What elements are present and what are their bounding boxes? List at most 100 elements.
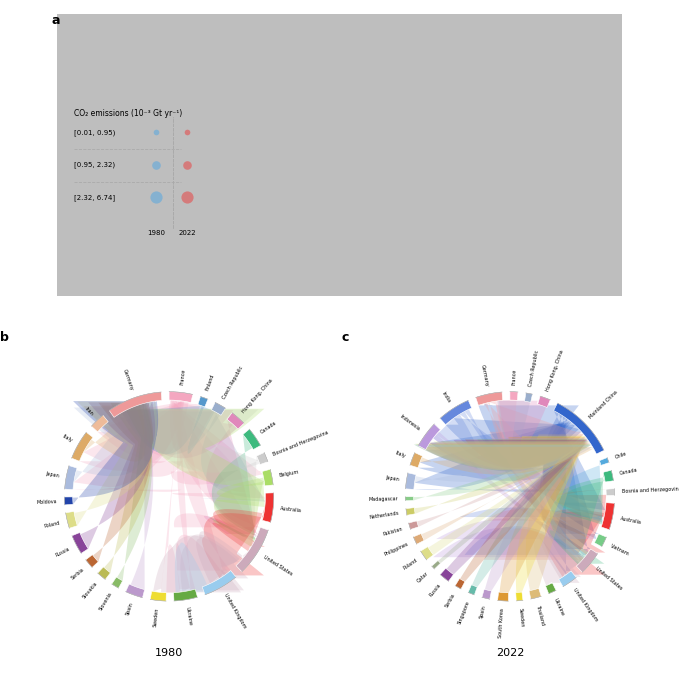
Polygon shape [476,392,502,406]
Polygon shape [422,443,590,540]
Text: Germany: Germany [122,369,134,392]
Polygon shape [104,403,153,573]
Text: Philippines: Philippines [384,541,409,557]
Text: Australia: Australia [619,516,642,525]
Polygon shape [187,406,215,453]
Text: Germany: Germany [480,364,490,387]
Polygon shape [122,406,204,454]
Polygon shape [526,434,585,590]
Polygon shape [510,392,518,400]
Text: Poland: Poland [43,520,60,529]
Polygon shape [426,422,575,471]
Polygon shape [112,577,123,588]
Polygon shape [440,400,472,425]
Text: Russia: Russia [428,582,441,597]
Polygon shape [445,418,579,462]
Text: 2022: 2022 [496,648,524,658]
Polygon shape [447,440,589,575]
Polygon shape [438,441,589,563]
Text: a: a [52,14,60,27]
Polygon shape [171,400,263,485]
Polygon shape [428,441,589,555]
Polygon shape [172,400,265,499]
Polygon shape [93,402,153,562]
Polygon shape [430,414,479,469]
Polygon shape [174,400,260,534]
Polygon shape [529,588,541,599]
Polygon shape [540,410,606,510]
Polygon shape [73,401,158,504]
Polygon shape [500,437,587,593]
Text: Indonesia: Indonesia [399,414,421,432]
Polygon shape [406,508,415,515]
Text: Russia: Russia [55,546,71,558]
Text: Czech Republic: Czech Republic [222,365,244,400]
Polygon shape [198,397,208,407]
Polygon shape [86,555,98,567]
Polygon shape [211,402,225,415]
Polygon shape [553,510,605,555]
Polygon shape [213,507,265,551]
Polygon shape [496,400,517,449]
Text: Mainland China: Mainland China [588,390,619,420]
Polygon shape [544,512,605,577]
Polygon shape [74,401,157,525]
Text: 1980: 1980 [147,230,165,236]
Polygon shape [479,403,581,458]
Text: Czech Republic: Czech Republic [528,349,540,387]
Polygon shape [212,456,259,542]
Polygon shape [262,469,273,486]
Polygon shape [202,571,236,595]
Polygon shape [150,591,166,601]
Polygon shape [602,503,614,530]
Polygon shape [498,401,530,449]
Point [335,149,346,160]
Text: Australia: Australia [280,506,302,513]
Polygon shape [414,534,424,544]
Polygon shape [606,488,614,495]
Text: Moldova: Moldova [37,499,57,505]
Text: Chile: Chile [614,451,627,460]
Polygon shape [499,401,546,450]
Polygon shape [415,445,593,483]
Polygon shape [130,403,157,590]
Text: Canada: Canada [260,420,278,435]
Polygon shape [541,416,591,553]
Polygon shape [556,472,604,525]
Polygon shape [128,409,259,473]
Polygon shape [498,592,509,601]
Polygon shape [181,534,244,592]
Polygon shape [541,414,599,539]
Polygon shape [464,409,587,557]
Point [334,149,345,160]
Point [334,149,345,160]
Polygon shape [538,396,550,408]
Text: United Kingdom: United Kingdom [223,593,246,629]
Text: Bosnia and Herzegovina: Bosnia and Herzegovina [622,486,679,494]
Polygon shape [109,392,162,417]
Polygon shape [405,497,414,501]
Polygon shape [420,447,593,475]
Text: Belgium: Belgium [279,469,299,478]
Polygon shape [539,533,581,579]
Text: Hong Kong, China: Hong Kong, China [241,377,274,414]
Polygon shape [409,521,418,530]
Polygon shape [65,466,77,490]
Text: Japan: Japan [45,471,59,478]
Polygon shape [161,401,181,593]
Text: United States: United States [595,566,623,591]
Text: Sweden: Sweden [153,608,160,627]
Polygon shape [482,589,492,599]
Polygon shape [433,434,585,560]
Text: 1980: 1980 [155,648,183,658]
Polygon shape [204,419,258,536]
Text: Madagascar: Madagascar [368,497,398,502]
Polygon shape [79,401,184,477]
Polygon shape [169,400,200,451]
Polygon shape [410,453,422,468]
Polygon shape [559,571,576,586]
Polygon shape [417,443,591,527]
Polygon shape [490,401,584,465]
Polygon shape [169,392,193,403]
Polygon shape [227,413,244,429]
